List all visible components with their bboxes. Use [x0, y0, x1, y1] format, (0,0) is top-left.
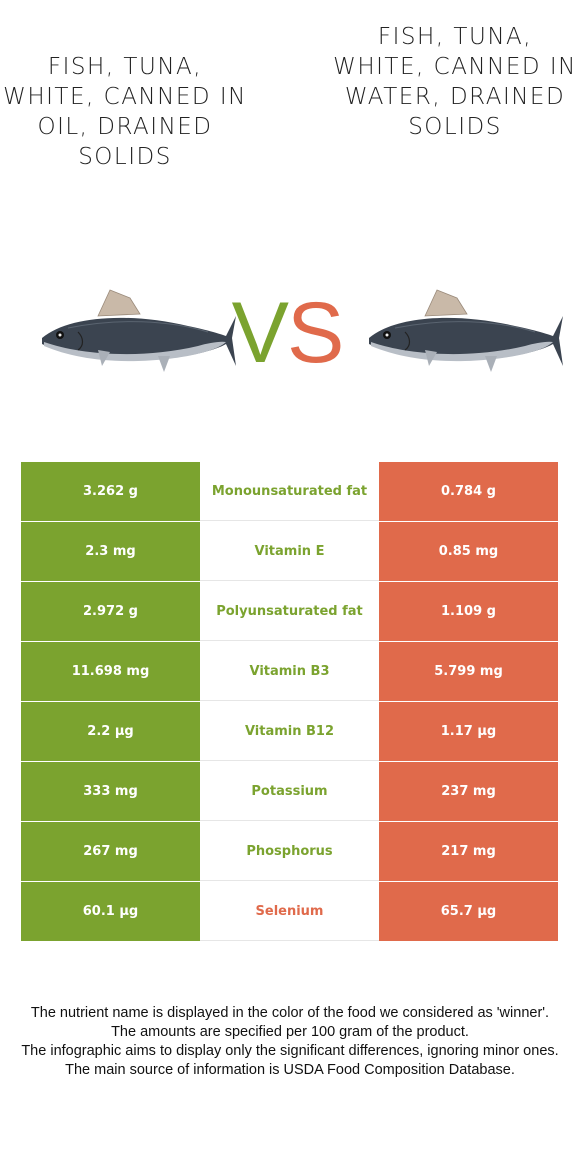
table-row: 2.3 mg Vitamin E 0.85 mg — [21, 522, 558, 582]
versus-s: S — [287, 285, 344, 381]
right-value: 0.85 mg — [379, 522, 558, 581]
nutrient-name: Vitamin B12 — [200, 702, 379, 761]
footer-notes: The nutrient name is displayed in the co… — [20, 1004, 560, 1080]
nutrient-name: Selenium — [200, 882, 379, 941]
left-value: 3.262 g — [21, 462, 200, 521]
table-row: 267 mg Phosphorus 217 mg — [21, 822, 558, 882]
note-amounts: The amounts are specified per 100 gram o… — [111, 1024, 469, 1040]
tuna-fish-image-right — [369, 289, 563, 372]
left-value: 2.2 µg — [21, 702, 200, 761]
left-value: 2.972 g — [21, 582, 200, 641]
note-winner: The nutrient name is displayed in the co… — [30, 1005, 550, 1021]
left-value: 60.1 µg — [21, 882, 200, 941]
table-row: 60.1 µg Selenium 65.7 µg — [21, 882, 558, 942]
versus-label: VS — [222, 286, 352, 381]
table-row: 333 mg Potassium 237 mg — [21, 762, 558, 822]
right-value: 65.7 µg — [379, 882, 558, 941]
nutrient-name: Vitamin B3 — [200, 642, 379, 701]
nutrient-name: Polyunsaturated fat — [200, 582, 379, 641]
left-food-title: FISH, TUNA, WHITE, CANNED IN OIL, DRAINE… — [3, 54, 247, 170]
tuna-fish-image-left — [42, 289, 236, 372]
table-row: 2.2 µg Vitamin B12 1.17 µg — [21, 702, 558, 762]
left-value: 11.698 mg — [21, 642, 200, 701]
nutrient-name: Phosphorus — [200, 822, 379, 881]
left-value: 333 mg — [21, 762, 200, 821]
nutrient-name: Potassium — [200, 762, 379, 821]
right-value: 237 mg — [379, 762, 558, 821]
right-value: 0.784 g — [379, 462, 558, 521]
note-differences: The infographic aims to display only the… — [21, 1043, 559, 1059]
nutrient-name: Monounsaturated fat — [200, 462, 379, 521]
right-value: 5.799 mg — [379, 642, 558, 701]
table-row: 11.698 mg Vitamin B3 5.799 mg — [21, 642, 558, 702]
right-value: 1.109 g — [379, 582, 558, 641]
comparison-table: 3.262 g Monounsaturated fat 0.784 g 2.3 mg V… — [21, 462, 558, 942]
note-source: The main source of information is USDA F… — [65, 1062, 515, 1078]
right-value: 1.17 µg — [379, 702, 558, 761]
nutrient-name: Vitamin E — [200, 522, 379, 581]
left-value: 2.3 mg — [21, 522, 200, 581]
versus-v: V — [231, 285, 289, 381]
left-value: 267 mg — [21, 822, 200, 881]
right-food-title: FISH, TUNA, WHITE, CANNED IN WATER, DRAI… — [333, 24, 577, 140]
table-row: 3.262 g Monounsaturated fat 0.784 g — [21, 462, 558, 522]
table-row: 2.972 g Polyunsaturated fat 1.109 g — [21, 582, 558, 642]
right-value: 217 mg — [379, 822, 558, 881]
